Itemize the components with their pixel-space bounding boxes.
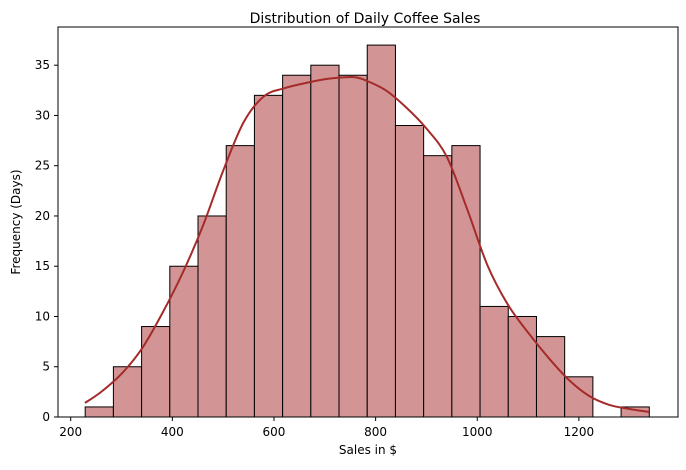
histogram-bar xyxy=(451,145,481,418)
chart-title: Distribution of Daily Coffee Sales xyxy=(250,11,481,27)
y-tick-label: 15 xyxy=(35,259,50,273)
x-tick-label: 200 xyxy=(59,425,82,439)
y-axis-ticks: 0 5 10 15 20 25 30 35 xyxy=(35,58,58,424)
x-tick-label: 400 xyxy=(161,425,184,439)
histogram-bar xyxy=(479,305,509,418)
kde-curve xyxy=(84,75,650,413)
histogram-bar xyxy=(507,315,537,418)
y-tick-label: 5 xyxy=(42,360,50,374)
histogram-bar xyxy=(564,376,594,418)
histogram-bar xyxy=(253,94,284,418)
y-tick-label: 10 xyxy=(35,309,50,323)
histogram-bar xyxy=(282,74,312,418)
histogram-bar xyxy=(225,145,255,418)
y-tick-label: 0 xyxy=(42,410,50,424)
histogram-bar xyxy=(310,64,340,418)
y-tick-label: 30 xyxy=(35,108,50,122)
x-tick-label: 1000 xyxy=(462,425,493,439)
histogram-bar xyxy=(394,125,425,418)
x-axis-label: Sales in $ xyxy=(339,443,397,457)
x-axis-ticks: 200 400 600 800 1000 1200 xyxy=(59,417,594,439)
y-tick-label: 20 xyxy=(35,209,50,223)
y-tick-label: 25 xyxy=(35,159,50,173)
y-axis-label: Frequency (Days) xyxy=(9,169,23,274)
plot-frame xyxy=(57,26,679,418)
bars-group xyxy=(84,44,650,418)
x-tick-label: 800 xyxy=(364,425,387,439)
histogram-bar xyxy=(141,326,171,418)
y-tick-label: 35 xyxy=(35,58,50,72)
histogram-bar xyxy=(112,366,143,418)
x-tick-label: 1200 xyxy=(564,425,595,439)
x-tick-label: 600 xyxy=(263,425,286,439)
histogram-bar xyxy=(197,215,227,418)
histogram-bar xyxy=(338,74,368,418)
histogram-bar xyxy=(423,155,453,418)
histogram-bar xyxy=(84,406,114,418)
histogram-bar xyxy=(366,44,396,418)
